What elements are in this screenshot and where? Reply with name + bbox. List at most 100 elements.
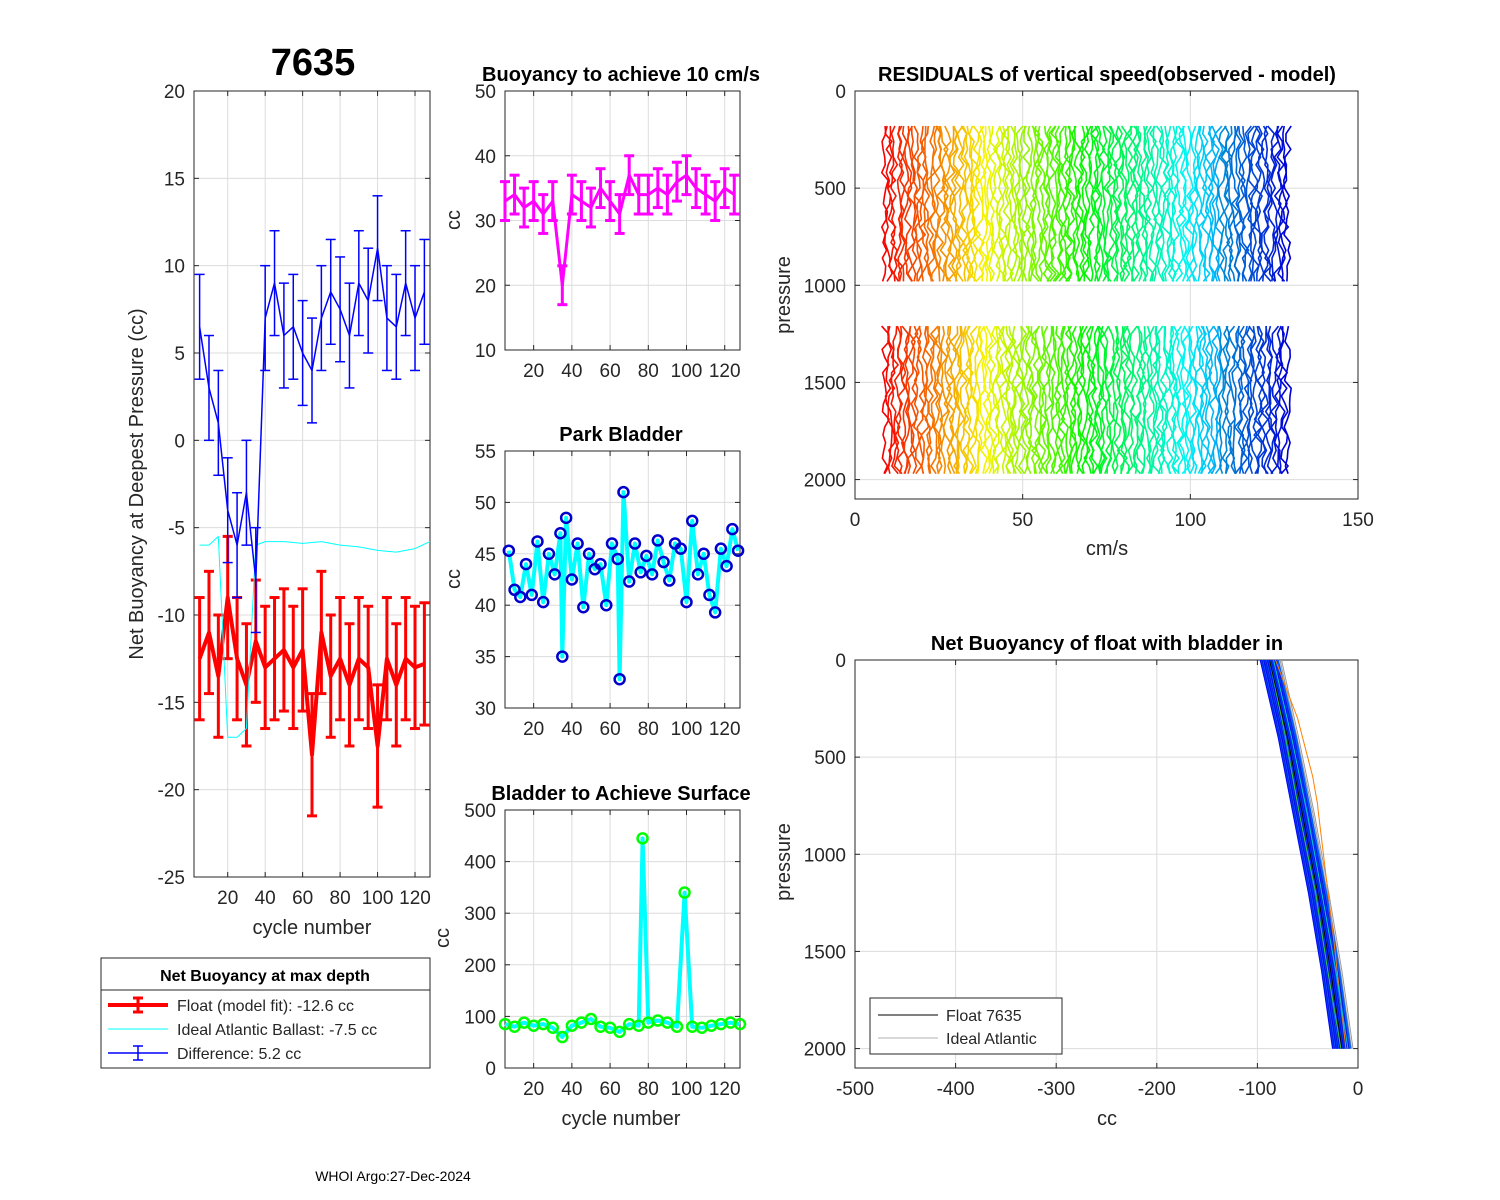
bladder-surface-xtick-label: 80 bbox=[638, 1079, 659, 1100]
residual-profile bbox=[1280, 125, 1290, 282]
residual-profile bbox=[1152, 326, 1161, 475]
park-bladder-marker bbox=[600, 598, 613, 612]
net-buoyancy-ytick-label: 0 bbox=[174, 431, 185, 452]
buoyancy-10cms-ytick-label: 50 bbox=[475, 82, 496, 103]
park-bladder-line bbox=[506, 490, 741, 682]
residual-profile bbox=[1119, 125, 1128, 282]
residual-profile bbox=[1014, 326, 1024, 475]
residual-profile bbox=[1283, 125, 1292, 282]
bladder-in-xtick-label: -500 bbox=[836, 1079, 874, 1100]
residual-profile bbox=[1112, 125, 1122, 282]
residual-profile bbox=[972, 325, 982, 474]
residual-profile bbox=[1159, 125, 1168, 282]
park-bladder-marker bbox=[582, 547, 596, 561]
residuals-xtick-label: 0 bbox=[850, 510, 861, 531]
residual-profile bbox=[1099, 325, 1108, 474]
residual-profile bbox=[988, 125, 998, 282]
buoyancy-10cms-panel: Buoyancy to achieve 10 cm/s cc 20 40 60 80 1… bbox=[443, 64, 760, 382]
park-bladder-marker bbox=[622, 575, 636, 588]
residual-profile bbox=[985, 325, 995, 474]
residual-profile bbox=[1244, 125, 1253, 282]
residual-profile bbox=[1070, 125, 1080, 282]
bladder-in-ytick-label: 2000 bbox=[804, 1040, 846, 1061]
residual-profile bbox=[883, 125, 893, 282]
residual-profile bbox=[1083, 125, 1092, 282]
residual-profile bbox=[933, 326, 942, 474]
legend-ideal-atlantic-text: Ideal Atlantic bbox=[946, 1031, 1037, 1048]
residual-profile bbox=[1253, 325, 1263, 475]
residual-profile bbox=[1044, 326, 1054, 474]
residual-profile bbox=[1029, 125, 1037, 282]
difference-line bbox=[198, 247, 426, 581]
park-bladder-marker bbox=[542, 547, 556, 561]
bladder-in-ytick-label: 0 bbox=[835, 651, 846, 672]
residual-profile bbox=[959, 325, 969, 474]
ideal-atlantic-line bbox=[199, 535, 431, 738]
residual-profile bbox=[1175, 125, 1185, 282]
legend-title: Net Buoyancy at max depth bbox=[160, 968, 370, 985]
residuals-ytick-label: 1500 bbox=[804, 373, 846, 394]
park-bladder-ytick-label: 50 bbox=[475, 493, 496, 514]
residual-profile bbox=[913, 325, 923, 475]
bladder-surface-ytick-label: 500 bbox=[464, 801, 496, 822]
residual-profile bbox=[896, 125, 906, 282]
residual-profile bbox=[1256, 325, 1266, 474]
residuals-xtick-label: 100 bbox=[1174, 510, 1206, 531]
residual-profile bbox=[1110, 125, 1119, 282]
residual-profile bbox=[1161, 326, 1172, 474]
park-bladder-marker bbox=[731, 544, 745, 557]
float-profile-green bbox=[1269, 659, 1342, 1049]
bladder-in-xlabel: cc bbox=[1097, 1108, 1117, 1130]
park-bladder-marker bbox=[657, 555, 670, 569]
float-profile bbox=[1277, 659, 1352, 1049]
park-bladder-marker bbox=[617, 485, 630, 499]
residuals-panel: RESIDUALS of vertical speed(observed - m… bbox=[773, 64, 1374, 560]
bladder-in-legend: Float 7635 Ideal Atlantic bbox=[869, 997, 1063, 1055]
residual-profile bbox=[890, 326, 900, 475]
residual-profile bbox=[880, 125, 890, 282]
bladder-in-xtick-label: -100 bbox=[1238, 1079, 1276, 1100]
buoyancy-10cms-xtick-label: 60 bbox=[600, 361, 621, 382]
bladder-surface-marker bbox=[546, 1021, 560, 1035]
residual-profile bbox=[1122, 325, 1132, 474]
residual-profile bbox=[1037, 326, 1047, 475]
legend-ideal-text: Ideal Atlantic Ballast: -7.5 cc bbox=[177, 1022, 377, 1039]
park-bladder-xtick-label: 40 bbox=[561, 719, 582, 740]
net-buoyancy-ytick-label: -25 bbox=[158, 868, 185, 889]
residual-profile bbox=[955, 125, 965, 282]
park-bladder-marker bbox=[565, 573, 579, 586]
main-title: 7635 bbox=[271, 42, 356, 84]
net-buoyancy-ytick-label: 20 bbox=[164, 82, 185, 103]
bladder-surface-marker bbox=[733, 1017, 747, 1031]
buoyancy-10cms-xtick-label: 40 bbox=[561, 361, 582, 382]
residual-profile bbox=[1263, 326, 1273, 474]
residual-profile bbox=[1217, 125, 1227, 282]
bladder-surface-xtick-label: 60 bbox=[600, 1079, 621, 1100]
park-bladder-marker bbox=[697, 547, 710, 561]
bladder-surface-marker bbox=[636, 832, 649, 845]
bladder-surface-frame bbox=[504, 809, 741, 1069]
residual-profile bbox=[1044, 125, 1053, 282]
residual-profile bbox=[1011, 125, 1021, 282]
park-bladder-marker bbox=[645, 568, 659, 581]
residual-profile bbox=[1106, 125, 1116, 282]
legend-float-text: Float (model fit): -12.6 cc bbox=[177, 998, 354, 1015]
residual-profile bbox=[1145, 125, 1155, 282]
residual-profile bbox=[1100, 125, 1110, 282]
park-bladder-marker bbox=[663, 574, 676, 587]
residual-profile bbox=[1080, 125, 1090, 282]
float-7635-line bbox=[1269, 659, 1343, 1049]
residual-profile bbox=[913, 125, 923, 282]
residual-profile bbox=[926, 326, 935, 474]
net-buoyancy-frame bbox=[193, 90, 431, 878]
bladder-surface-marker bbox=[678, 886, 691, 899]
bladder-in-xtick-label: -200 bbox=[1138, 1079, 1176, 1100]
bladder-in-ylabel: pressure bbox=[773, 823, 795, 901]
residual-profile bbox=[1024, 125, 1034, 282]
residual-profile bbox=[1034, 125, 1044, 282]
park-bladder-marker bbox=[548, 568, 561, 581]
residual-profile bbox=[1270, 125, 1279, 282]
residual-profile bbox=[1224, 325, 1234, 474]
park-bladder-marker bbox=[674, 542, 688, 555]
buoyancy-10cms-ytick-label: 30 bbox=[475, 212, 496, 233]
